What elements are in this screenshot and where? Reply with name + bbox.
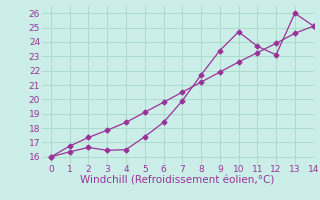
X-axis label: Windchill (Refroidissement éolien,°C): Windchill (Refroidissement éolien,°C) xyxy=(80,176,275,186)
